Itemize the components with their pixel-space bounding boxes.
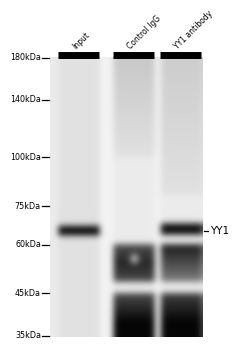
Text: 180kDa: 180kDa xyxy=(10,53,41,62)
Text: Input: Input xyxy=(71,31,91,51)
Text: YY1 antibody: YY1 antibody xyxy=(173,9,215,51)
Text: YY1: YY1 xyxy=(210,226,229,236)
Text: 75kDa: 75kDa xyxy=(15,202,41,211)
Text: Control IgG: Control IgG xyxy=(126,14,163,51)
Text: 35kDa: 35kDa xyxy=(15,331,41,340)
Text: 45kDa: 45kDa xyxy=(15,289,41,298)
Text: 60kDa: 60kDa xyxy=(15,240,41,249)
Text: 100kDa: 100kDa xyxy=(10,153,41,162)
Text: 140kDa: 140kDa xyxy=(10,96,41,104)
